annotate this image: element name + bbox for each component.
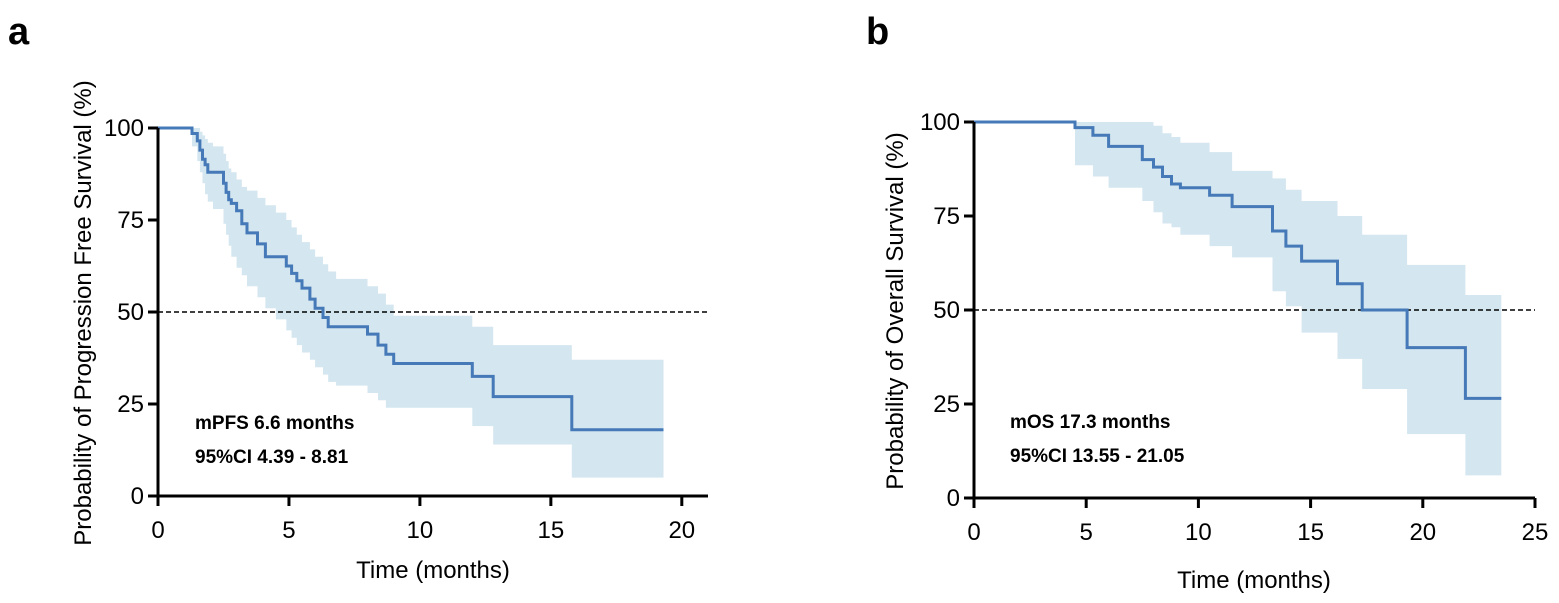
x-tick-label: 10 xyxy=(1185,519,1212,546)
median-annotation: mOS 17.3 months xyxy=(1010,412,1171,433)
panel-a: a 0 25 50 75 100 0 5 10 15 20 Time (months) Proba… xyxy=(8,11,708,584)
y-tick-label: 25 xyxy=(933,391,960,418)
y-tick-label: 100 xyxy=(920,109,960,136)
x-tick-label: 5 xyxy=(1080,519,1093,546)
y-tick-label: 50 xyxy=(117,299,144,326)
ci-annotation: 95%CI 13.55 - 21.05 xyxy=(1010,446,1185,467)
x-axis-title: Time (months) xyxy=(356,557,510,584)
x-tick-label: 10 xyxy=(407,517,434,544)
x-axis-title: Time (months) xyxy=(1177,567,1331,594)
x-tick-label: 5 xyxy=(282,517,295,544)
x-tick-label: 15 xyxy=(1297,519,1324,546)
y-axis-title: Probability of Overall Survival (%) xyxy=(882,132,909,489)
y-axis-title: Probability of Progression Free Survival… xyxy=(70,80,97,546)
y-tick-label: 25 xyxy=(117,391,144,418)
x-tick-label: 15 xyxy=(538,517,565,544)
y-tick-label: 0 xyxy=(947,485,960,512)
y-tick-label: 75 xyxy=(933,203,960,230)
x-tick-label: 0 xyxy=(967,519,980,546)
y-tick-label: 75 xyxy=(117,207,144,234)
x-tick-label: 20 xyxy=(1409,519,1436,546)
panel-a-letter: a xyxy=(8,11,30,53)
confidence-band xyxy=(974,122,1502,476)
y-tick-label: 0 xyxy=(131,483,144,510)
y-tick-label: 100 xyxy=(104,115,144,142)
survival-curve xyxy=(158,126,664,432)
x-tick-label: 25 xyxy=(1522,519,1549,546)
median-annotation: mPFS 6.6 months xyxy=(195,413,354,434)
x-tick-label: 0 xyxy=(151,517,164,544)
ci-annotation: 95%CI 4.39 - 8.81 xyxy=(195,447,349,468)
confidence-band xyxy=(158,128,664,478)
y-tick-label: 50 xyxy=(933,297,960,324)
panel-b-letter: b xyxy=(866,11,889,53)
panel-b: b 0 25 50 75 100 0 5 10 15 20 25 Time (months) Pro… xyxy=(866,11,1548,594)
survival-curve xyxy=(974,120,1502,400)
x-tick-label: 20 xyxy=(668,517,695,544)
